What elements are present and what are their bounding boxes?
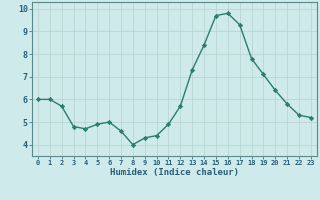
X-axis label: Humidex (Indice chaleur): Humidex (Indice chaleur) — [110, 168, 239, 177]
